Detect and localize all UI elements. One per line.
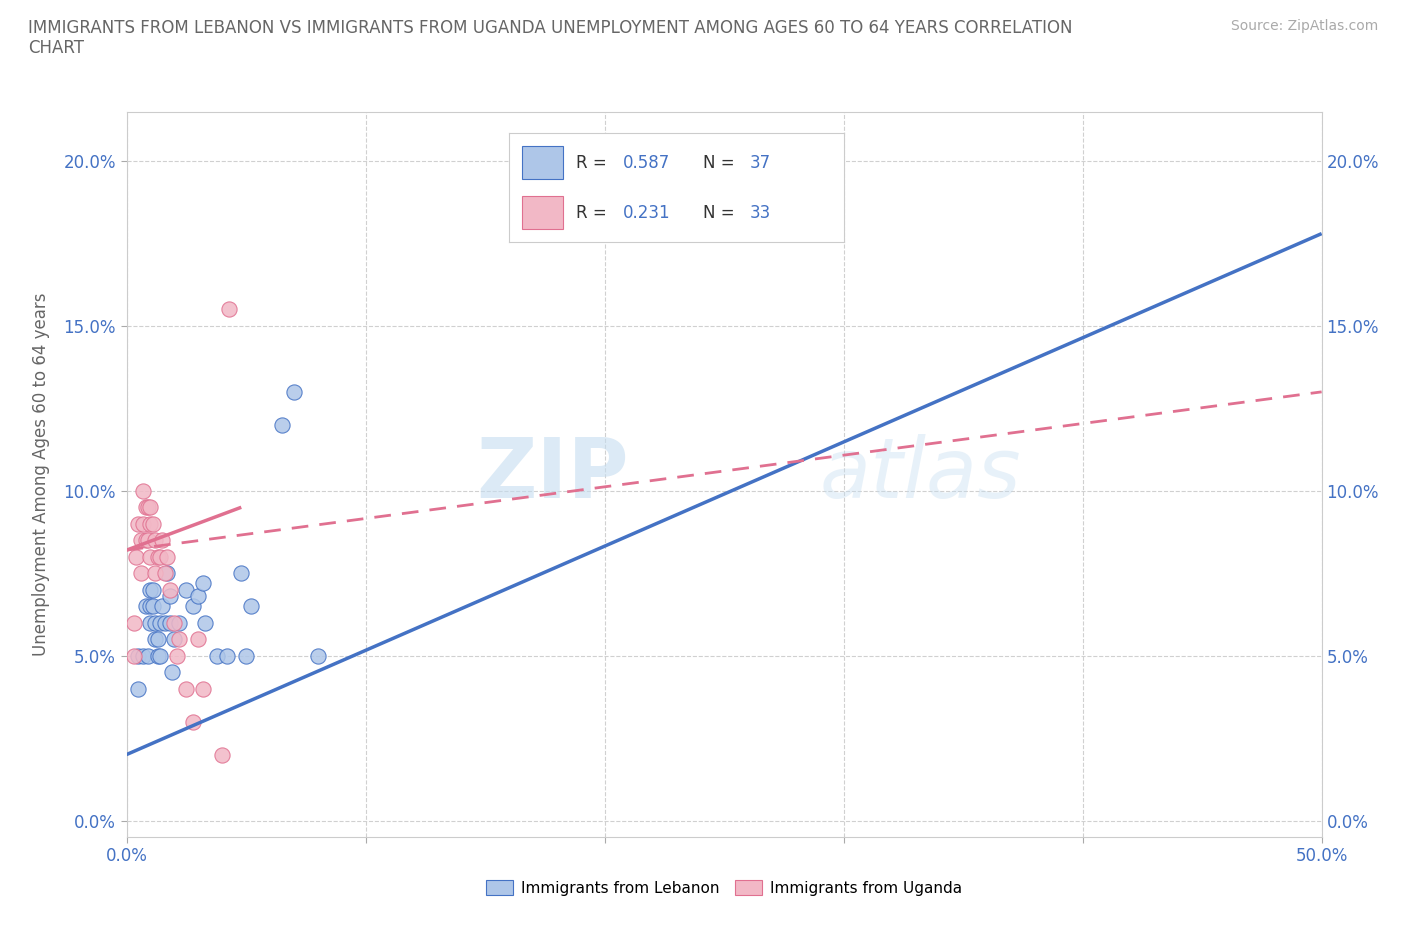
Point: [122, 648, 145, 663]
Point: [159, 616, 181, 631]
Point: [187, 631, 209, 646]
Point: [163, 631, 186, 646]
Point: [139, 499, 162, 514]
Text: ZIP: ZIP: [477, 433, 628, 515]
Point: [153, 616, 176, 631]
Point: [143, 533, 166, 548]
Point: [215, 648, 238, 663]
Point: [143, 565, 166, 580]
Point: [183, 714, 205, 729]
Point: [191, 576, 214, 591]
Point: [132, 484, 155, 498]
Point: [139, 516, 162, 531]
Point: [142, 599, 165, 614]
Text: atlas: atlas: [820, 433, 1021, 515]
Point: [167, 631, 190, 646]
Point: [239, 599, 262, 614]
Point: [156, 550, 179, 565]
Point: [143, 616, 166, 631]
Point: [270, 418, 294, 432]
Point: [150, 599, 174, 614]
Point: [194, 616, 217, 631]
Point: [235, 648, 257, 663]
Text: IMMIGRANTS FROM LEBANON VS IMMIGRANTS FROM UGANDA UNEMPLOYMENT AMONG AGES 60 TO : IMMIGRANTS FROM LEBANON VS IMMIGRANTS FR…: [28, 19, 1073, 58]
Point: [136, 533, 159, 548]
Point: [166, 648, 188, 663]
Point: [132, 516, 155, 531]
Point: [139, 582, 162, 597]
Point: [150, 533, 174, 548]
Point: [129, 533, 152, 548]
Point: [136, 648, 159, 663]
Point: [160, 665, 183, 680]
Point: [127, 681, 149, 696]
Point: [136, 499, 159, 514]
Point: [174, 582, 197, 597]
Point: [146, 550, 169, 565]
Point: [132, 648, 155, 663]
Point: [146, 631, 169, 646]
Point: [283, 384, 305, 399]
Point: [143, 631, 166, 646]
Point: [159, 582, 181, 597]
Point: [183, 599, 205, 614]
Point: [127, 516, 149, 531]
Point: [125, 550, 148, 565]
Point: [142, 516, 165, 531]
Point: [307, 648, 329, 663]
Point: [139, 599, 162, 614]
Point: [187, 589, 209, 604]
Point: [146, 648, 169, 663]
Point: [139, 616, 162, 631]
Point: [191, 681, 214, 696]
Point: [122, 616, 145, 631]
Point: [142, 582, 165, 597]
Point: [174, 681, 197, 696]
Y-axis label: Unemployment Among Ages 60 to 64 years: Unemployment Among Ages 60 to 64 years: [32, 293, 49, 656]
Point: [149, 648, 172, 663]
Point: [135, 499, 157, 514]
Point: [211, 747, 233, 762]
Point: [207, 648, 229, 663]
Point: [153, 565, 176, 580]
Point: [129, 565, 152, 580]
Legend: Immigrants from Lebanon, Immigrants from Uganda: Immigrants from Lebanon, Immigrants from…: [479, 873, 969, 902]
Point: [149, 616, 172, 631]
Point: [163, 616, 186, 631]
Point: [231, 565, 253, 580]
Point: [156, 565, 179, 580]
Point: [167, 616, 190, 631]
Point: [135, 533, 157, 548]
Point: [135, 599, 157, 614]
Point: [139, 550, 162, 565]
Point: [218, 302, 240, 317]
Text: Source: ZipAtlas.com: Source: ZipAtlas.com: [1230, 19, 1378, 33]
Point: [159, 589, 181, 604]
Point: [127, 648, 149, 663]
Point: [149, 550, 172, 565]
